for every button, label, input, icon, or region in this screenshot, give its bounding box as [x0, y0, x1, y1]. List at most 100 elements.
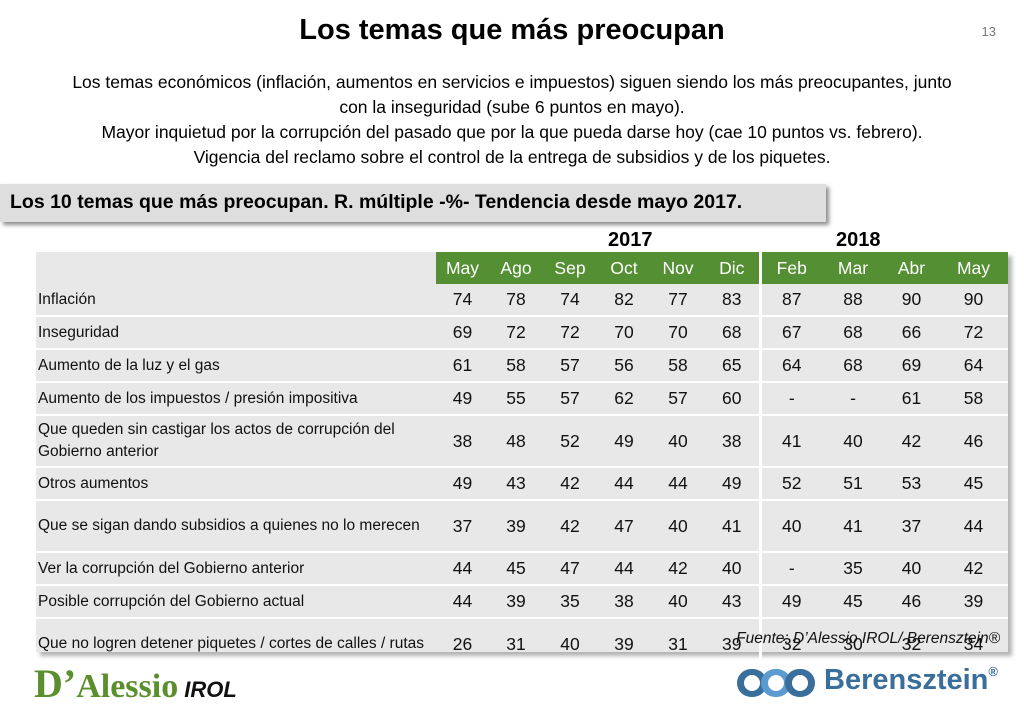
column-header: Ago [489, 252, 543, 284]
table-cell: 82 [597, 284, 651, 317]
table-cell: 49 [436, 467, 489, 501]
table-cell: 38 [597, 585, 651, 619]
table-cell: 40 [758, 500, 822, 553]
table-cell: 47 [597, 500, 651, 553]
column-header: Nov [651, 252, 705, 284]
table-cell: 51 [822, 467, 884, 501]
logo-d: D’ [34, 661, 77, 706]
table-row: Que queden sin castigar los actos de cor… [36, 415, 1008, 468]
table-banner: Los 10 temas que más preocupan. R. múlti… [0, 184, 826, 222]
table-cell: 39 [705, 618, 760, 671]
table-cell: 40 [651, 415, 705, 468]
subtitle-line: Vigencia del reclamo sobre el control de… [193, 147, 831, 167]
table-cell: 31 [651, 618, 705, 671]
table-row: Ver la corrupción del Gobierno anterior 4… [36, 552, 1008, 586]
table-cell: 39 [489, 585, 543, 619]
table-cell: 43 [489, 467, 543, 501]
table-cell: 42 [939, 552, 1008, 586]
table-cell: 70 [651, 316, 705, 350]
table-cell: 44 [436, 552, 489, 586]
table-row: Otros aumentos 49 43 42 44 44 49 52 51 53 45 [36, 467, 1008, 501]
table-cell: 70 [597, 316, 651, 350]
dalessio-irol-logo: D’Alessio IROL [34, 660, 237, 706]
table-cell: 38 [705, 415, 760, 468]
column-header: Feb [758, 252, 822, 284]
header-blank [36, 252, 436, 284]
table-cell: 32 [758, 618, 822, 671]
logo-irol: IROL [184, 677, 237, 702]
table-cell: 72 [543, 316, 597, 350]
table-cell: - [822, 382, 884, 416]
table-cell: 44 [651, 467, 705, 501]
table-cell: 68 [705, 316, 760, 350]
table-cell: 37 [436, 500, 489, 553]
data-table: May Ago Sep Oct Nov Dic Feb Mar Abr May … [36, 252, 1008, 671]
table-cell: 57 [543, 349, 597, 383]
row-label: Inflación [36, 284, 436, 317]
row-label: Inseguridad [36, 316, 436, 350]
table-row: Posible corrupción del Gobierno actual 44… [36, 585, 1008, 619]
table-cell: 39 [939, 585, 1008, 619]
table-body: Inflación 74 78 74 82 77 83 87 88 90 90 Inseguridad… [36, 284, 1008, 671]
table-cell: 72 [939, 316, 1008, 350]
table-cell: 49 [436, 382, 489, 416]
column-header: Sep [543, 252, 597, 284]
table-cell: 44 [597, 552, 651, 586]
table-cell: 46 [884, 585, 939, 619]
table-cell: 40 [822, 415, 884, 468]
table-cell: 78 [489, 284, 543, 317]
table-cell: 44 [939, 500, 1008, 553]
table-row: Aumento de la luz y el gas 61 58 57 56 58 65 64… [36, 349, 1008, 383]
source-note: Fuente: D’Alessio IROL/ Berensztein® [736, 630, 1000, 647]
table-cell: 49 [705, 467, 760, 501]
table-cell: 69 [436, 316, 489, 350]
column-header: May [436, 252, 489, 284]
table-cell: - [758, 382, 822, 416]
table-row: Que se sigan dando subsidios a quienes n… [36, 500, 1008, 553]
table-cell: 47 [543, 552, 597, 586]
table-cell: 30 [822, 618, 884, 671]
table-row: Que no logren detener piquetes / cortes … [36, 618, 1008, 671]
table-cell: 74 [543, 284, 597, 317]
table-cell: 42 [884, 415, 939, 468]
row-label: Que se sigan dando subsidios a quienes n… [36, 500, 436, 553]
table-cell: 67 [758, 316, 822, 350]
table-cell: 32 [884, 618, 939, 671]
column-header: Abr [884, 252, 939, 284]
subtitle-line: con la inseguridad (sube 6 puntos en may… [339, 97, 685, 117]
table-cell: 57 [651, 382, 705, 416]
table-cell: 64 [939, 349, 1008, 383]
table-cell: 88 [822, 284, 884, 317]
table-cell: 52 [758, 467, 822, 501]
table-cell: 83 [705, 284, 760, 317]
table-cell: 66 [884, 316, 939, 350]
table-row: Aumento de los impuestos / presión impos… [36, 382, 1008, 416]
table-cell: 60 [705, 382, 760, 416]
table-cell: 74 [436, 284, 489, 317]
subtitle-line: Mayor inquietud por la corrupción del pa… [101, 122, 923, 142]
table-cell: 58 [489, 349, 543, 383]
table-cell: 40 [651, 585, 705, 619]
table-cell: 41 [822, 500, 884, 553]
table-cell: 44 [597, 467, 651, 501]
table-cell: 43 [705, 585, 760, 619]
table-cell: 62 [597, 382, 651, 416]
row-label: Aumento de la luz y el gas [36, 349, 436, 383]
column-header: Dic [705, 252, 760, 284]
table-cell: 44 [436, 585, 489, 619]
table-cell: 58 [939, 382, 1008, 416]
page-title: Los temas que más preocupan [299, 14, 725, 46]
table-cell: 31 [489, 618, 543, 671]
table-cell: 45 [822, 585, 884, 619]
table-cell: 37 [884, 500, 939, 553]
table-cell: 48 [489, 415, 543, 468]
row-label: Que no logren detener piquetes / cortes … [36, 618, 436, 671]
table-cell: 46 [939, 415, 1008, 468]
table-cell: 61 [884, 382, 939, 416]
subtitle-line: Los temas económicos (inflación, aumento… [72, 72, 952, 92]
page-number: 13 [981, 24, 996, 39]
row-label: Posible corrupción del Gobierno actual [36, 585, 436, 619]
table-cell: 68 [822, 349, 884, 383]
table-cell: 45 [939, 467, 1008, 501]
table-cell: 39 [597, 618, 651, 671]
